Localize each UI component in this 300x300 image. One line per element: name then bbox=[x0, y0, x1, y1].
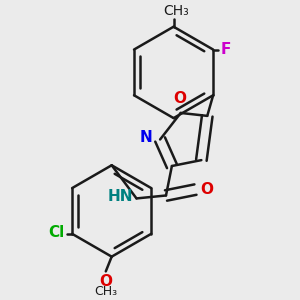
Text: O: O bbox=[173, 91, 186, 106]
Text: O: O bbox=[99, 274, 112, 289]
Text: O: O bbox=[200, 182, 213, 197]
Text: N: N bbox=[140, 130, 153, 146]
Text: CH₃: CH₃ bbox=[94, 285, 117, 298]
Text: HN: HN bbox=[107, 190, 133, 205]
Text: Cl: Cl bbox=[49, 225, 65, 240]
Text: CH₃: CH₃ bbox=[164, 4, 189, 18]
Text: F: F bbox=[220, 42, 231, 57]
